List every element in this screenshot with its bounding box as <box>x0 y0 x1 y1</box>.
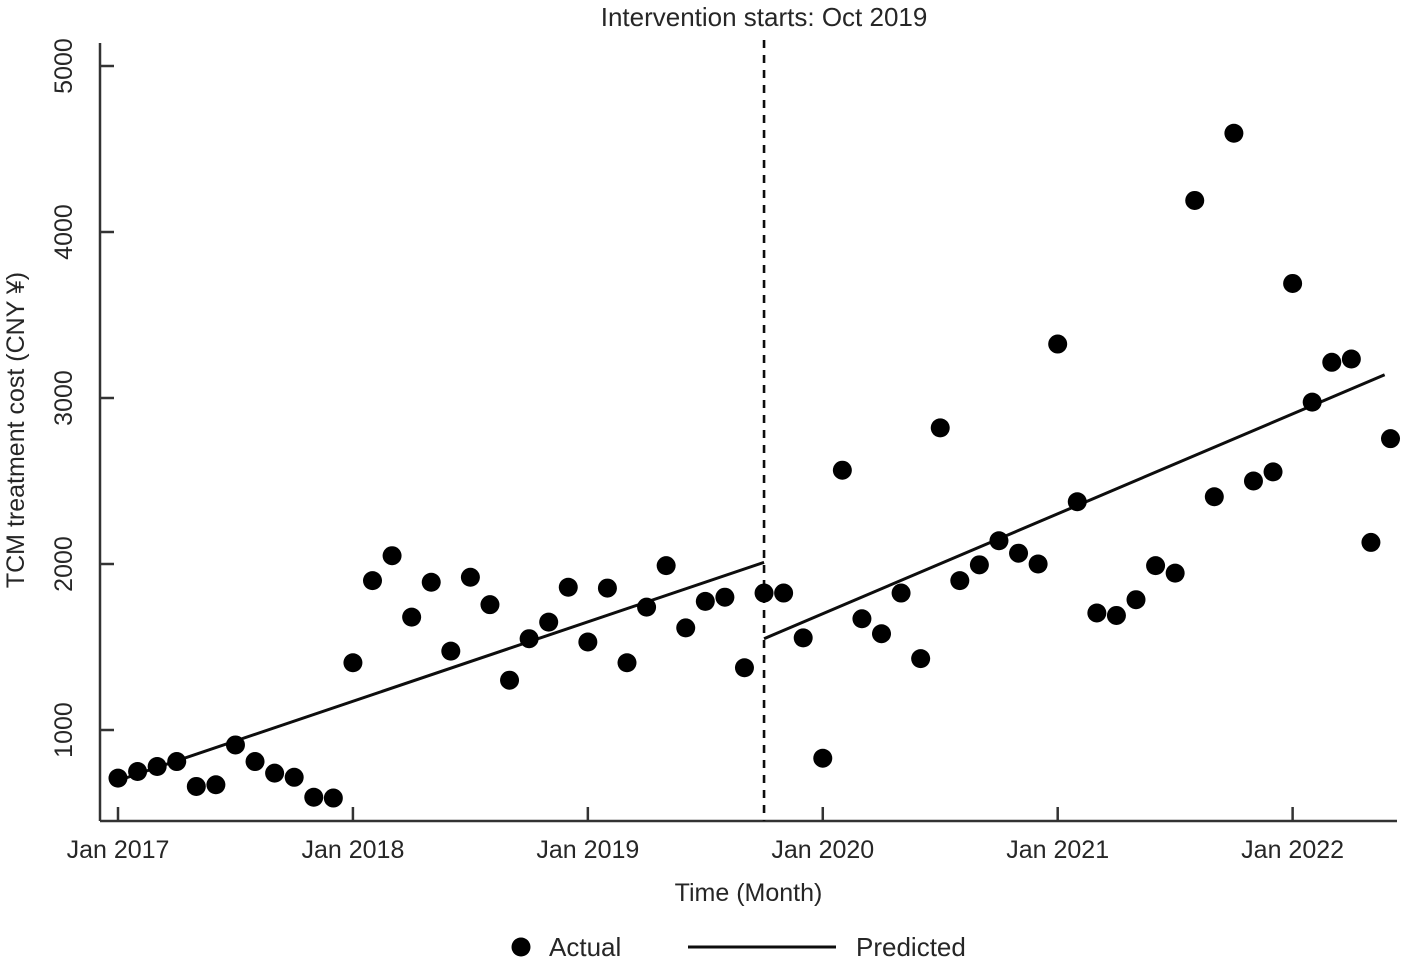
actual-point <box>911 649 931 669</box>
x-tick-label: Jan 2022 <box>1241 836 1344 864</box>
actual-point <box>1146 556 1166 576</box>
actual-point <box>147 757 167 777</box>
actual-point <box>656 556 676 576</box>
actual-point <box>852 609 872 629</box>
x-tick-label: Jan 2019 <box>536 836 639 864</box>
actual-point <box>754 583 774 603</box>
actual-point <box>950 571 970 591</box>
actual-point <box>245 752 265 772</box>
actual-point <box>1381 429 1401 449</box>
actual-point <box>793 628 813 648</box>
actual-point <box>1224 123 1244 143</box>
actual-point <box>1283 273 1303 293</box>
actual-point <box>382 546 402 566</box>
y-tick-label: 3000 <box>50 370 78 426</box>
x-tick-label: Jan 2021 <box>1006 836 1109 864</box>
actual-point <box>558 577 578 597</box>
actual-point <box>1243 471 1263 491</box>
actual-point <box>832 460 852 480</box>
actual-point <box>1341 349 1361 369</box>
actual-point <box>284 767 304 787</box>
actual-point <box>989 531 1009 551</box>
actual-point <box>363 571 383 591</box>
actual-point <box>1302 392 1322 412</box>
actual-point <box>128 762 148 781</box>
actual-point <box>441 641 461 661</box>
actual-point <box>1067 492 1087 512</box>
actual-point <box>1048 334 1068 354</box>
actual-point <box>930 418 950 438</box>
actual-point <box>265 763 285 783</box>
actual-point <box>500 670 520 690</box>
actual-point <box>715 587 735 607</box>
actual-point <box>1106 605 1126 625</box>
actual-point <box>167 752 187 772</box>
chart-title: Intervention starts: Oct 2019 <box>601 2 928 32</box>
actual-point <box>872 624 892 644</box>
x-axis-label: Time (Month) <box>675 879 823 907</box>
actual-point <box>774 583 794 603</box>
actual-point <box>695 591 715 611</box>
actual-point <box>1185 190 1205 210</box>
actual-point <box>421 572 441 592</box>
actual-point <box>1126 590 1146 610</box>
actual-point <box>539 612 559 632</box>
actual-point <box>1028 554 1048 574</box>
y-tick-label: 5000 <box>50 38 78 94</box>
actual-point <box>480 595 500 615</box>
actual-point <box>1322 352 1342 372</box>
actual-point <box>1361 532 1381 552</box>
actual-point <box>1263 462 1283 482</box>
actual-point <box>519 629 539 649</box>
y-tick-label: 1000 <box>50 702 78 758</box>
legend-predicted-label: Predicted <box>856 932 966 962</box>
predicted-line-pre-intervention <box>117 560 765 783</box>
actual-point <box>460 567 480 587</box>
x-tick-label: Jan 2020 <box>771 836 874 864</box>
actual-point <box>578 632 598 652</box>
actual-point <box>343 653 363 673</box>
actual-point <box>1204 487 1224 507</box>
actual-point <box>225 735 245 755</box>
actual-point <box>108 768 128 788</box>
actual-point <box>304 787 324 807</box>
actual-point <box>617 653 637 673</box>
actual-point <box>402 607 422 627</box>
y-tick-label: 4000 <box>50 204 78 260</box>
legend-actual-label: Actual <box>549 932 621 962</box>
actual-point <box>734 658 754 678</box>
actual-point <box>206 775 226 795</box>
actual-point <box>323 788 343 808</box>
x-tick-label: Jan 2017 <box>67 836 170 864</box>
actual-point <box>891 583 911 603</box>
actual-point <box>1009 543 1029 563</box>
actual-point <box>186 776 206 796</box>
actual-point <box>1165 563 1185 583</box>
y-axis-label: TCM treatment cost (CNY ¥) <box>2 272 30 588</box>
legend-actual-marker <box>511 937 531 957</box>
actual-point <box>1087 603 1107 623</box>
x-tick-label: Jan 2018 <box>301 836 404 864</box>
actual-point <box>676 618 696 638</box>
actual-point <box>969 555 989 575</box>
actual-point <box>597 578 617 598</box>
actual-point <box>637 597 657 617</box>
actual-point <box>813 748 833 768</box>
y-tick-label: 2000 <box>50 536 78 592</box>
